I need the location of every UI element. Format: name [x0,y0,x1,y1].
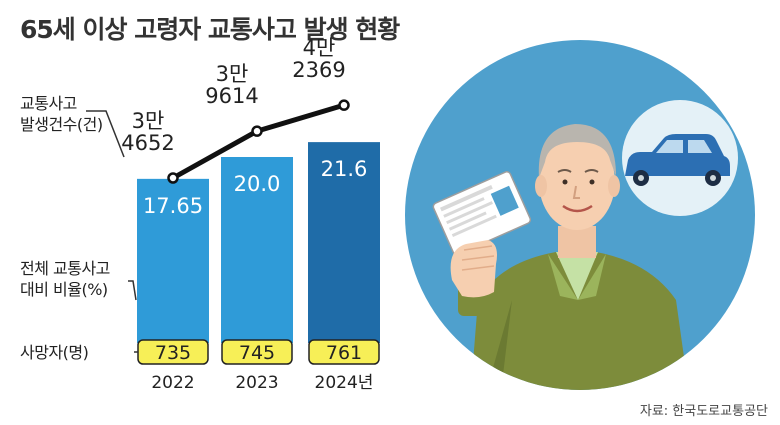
data-labels: 17.65 20.0 21.6 3만 4652 3만 9614 4만 2369 [121,36,367,218]
ratio-leader [128,280,137,301]
deaths-badge [308,339,380,365]
bar-value-label: 20.0 [234,172,281,196]
hand [450,240,497,316]
bar-value-label: 21.6 [321,157,368,181]
car-icon [625,134,730,186]
license-card [432,171,532,256]
accidents-point [338,99,350,111]
x-tick-label: 2024년 [315,373,374,393]
x-tick-label: 2023 [235,373,278,393]
accidents-value-label: 3만 4652 [121,109,174,155]
illustration [405,40,755,390]
accidents-leader [86,110,125,158]
deaths-value-label: 761 [326,342,362,364]
ratio-series-label: 전체 교통사고 대비 비율(%) [20,259,110,299]
accidents-value-label: 3만 9614 [205,62,258,108]
accidents-series-label: 교통사고 발생건수(건) [20,94,103,134]
accidents-line [167,99,350,184]
bar-value-label: 17.65 [143,194,203,218]
deaths-series-label: 사망자(명) [20,343,89,362]
accidents-value-label: 4만 2369 [292,36,345,82]
jacket [470,252,690,390]
x-tick-label: 2022 [151,373,194,393]
accidents-point [251,125,263,137]
leader-lines [86,110,138,353]
x-axis-ticks: 2022 2023 2024년 [151,373,373,393]
bars [137,142,380,343]
deaths-badges: 735 745 761 [137,339,380,365]
shirt-collar [556,252,598,300]
deaths-badge [221,339,293,365]
accidents-point [167,172,179,184]
source-note: 자료: 한국도로교통공단 [639,404,768,419]
chart-title: 65세 이상 고령자 교통사고 발생 현황 [20,15,400,44]
bar-2024년 [308,142,380,343]
bar-2023 [221,157,293,343]
bar-2022 [137,178,209,343]
deaths-value-label: 745 [239,342,275,364]
deaths-value-label: 735 [155,342,191,364]
elderly-man [535,124,620,258]
